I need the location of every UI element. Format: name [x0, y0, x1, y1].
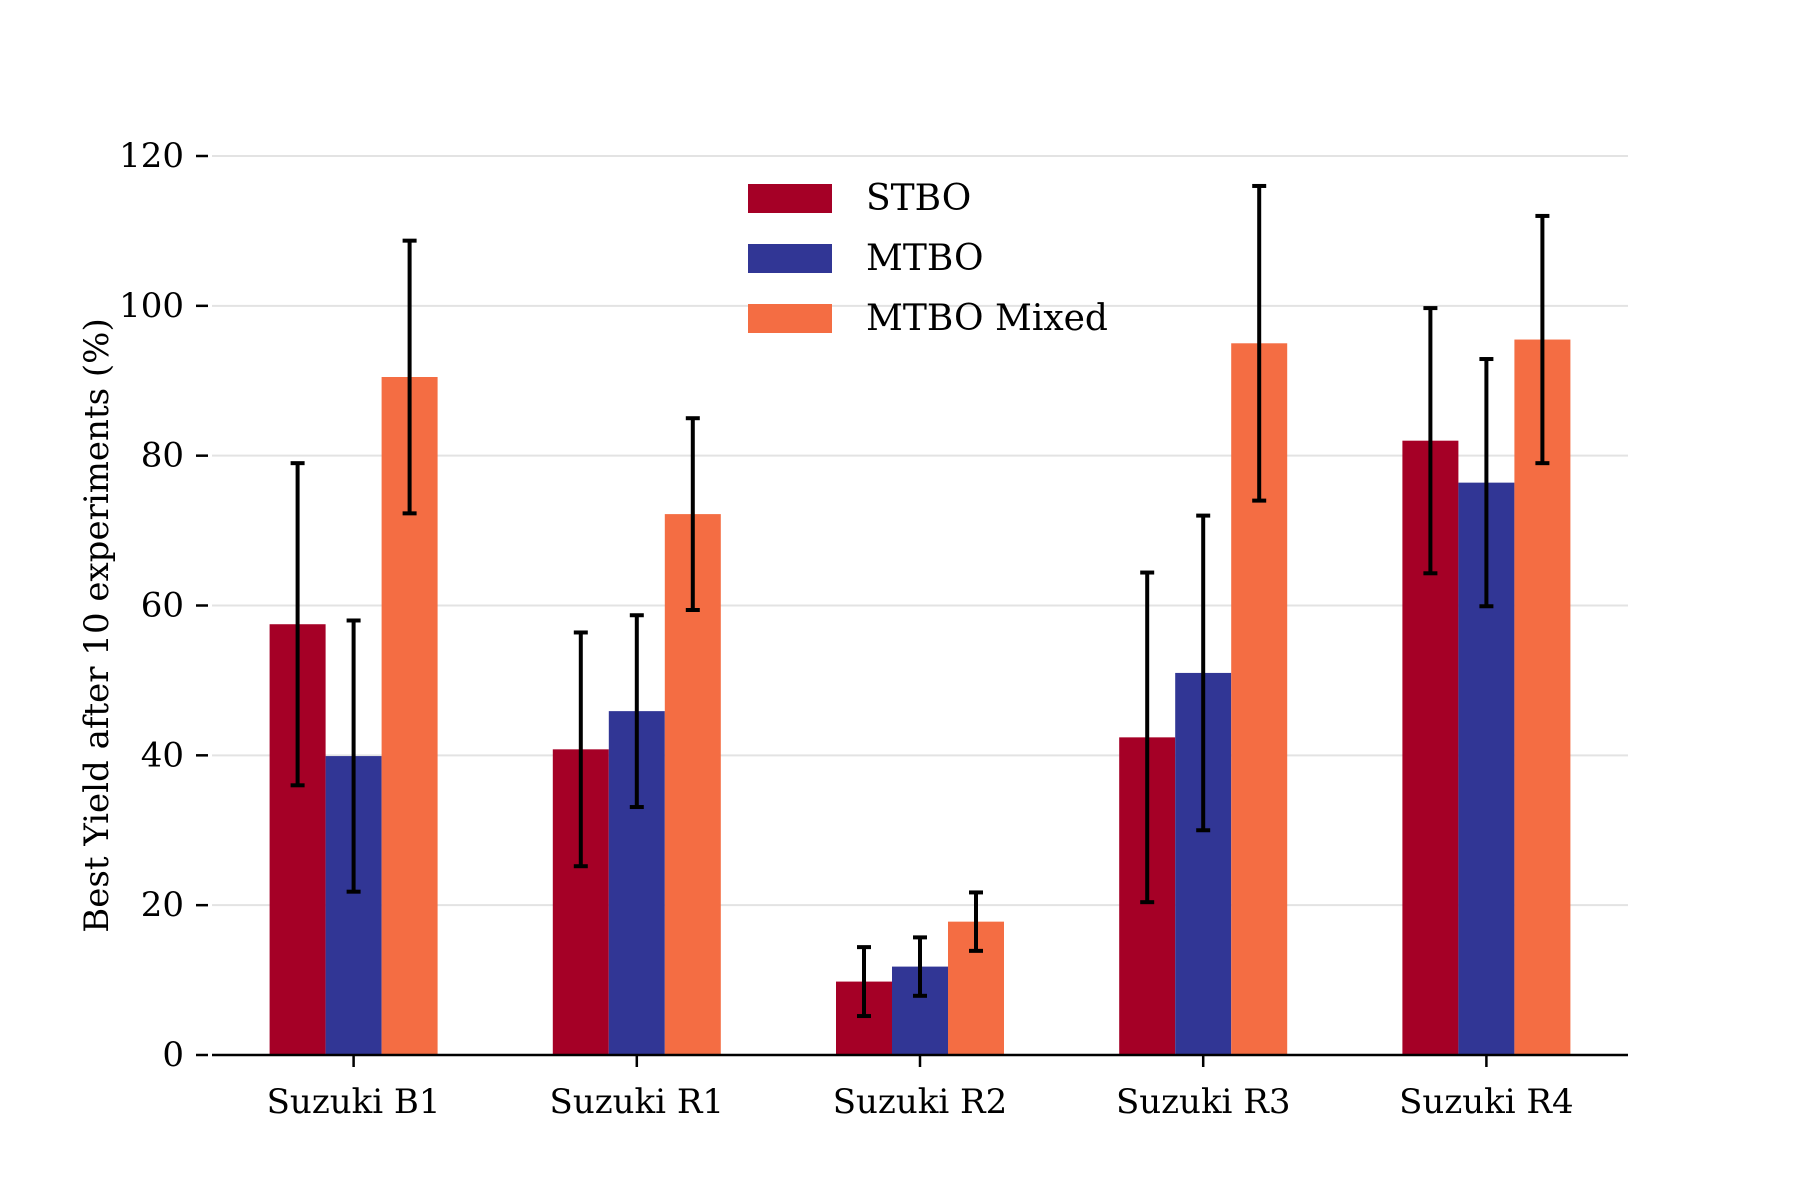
error-bar — [1196, 513, 1211, 833]
legend-label: MTBO — [866, 238, 984, 279]
error-bar — [969, 890, 983, 953]
error-bar — [685, 416, 700, 612]
error-bar — [290, 461, 305, 788]
grid-layer — [212, 155, 1628, 907]
legend-swatch — [748, 304, 832, 333]
error-bar — [913, 935, 927, 998]
error-bar — [402, 238, 417, 516]
error-bar — [857, 945, 871, 1019]
legend-swatch — [748, 244, 832, 273]
error-bar — [1423, 306, 1438, 576]
y-tick-label: 20 — [141, 885, 184, 925]
x-tick-label: Suzuki R3 — [1116, 1082, 1291, 1122]
error-bar — [573, 630, 588, 869]
legend-label: STBO — [866, 178, 971, 219]
legend-label: MTBO Mixed — [866, 298, 1108, 339]
error-bar — [1535, 213, 1550, 466]
error-bar-layer — [290, 183, 1550, 1019]
x-tick-label: Suzuki R4 — [1399, 1082, 1574, 1122]
y-tick-label: 120 — [119, 136, 184, 176]
x-tick-label: Suzuki B1 — [267, 1082, 441, 1122]
bar-layer — [269, 339, 1571, 1056]
error-bar — [1140, 570, 1155, 905]
y-tick-label: 40 — [141, 735, 184, 775]
legend-item: MTBO — [748, 238, 984, 279]
x-tick-label: Suzuki R1 — [550, 1082, 725, 1122]
error-bar — [629, 613, 644, 810]
y-tick-label: 60 — [141, 586, 184, 626]
x-tick-label: Suzuki R2 — [833, 1082, 1008, 1122]
error-bar — [346, 618, 361, 894]
legend: STBO MTBO MTBO Mixed — [748, 178, 1108, 339]
legend-swatch — [748, 184, 832, 213]
error-bar — [1479, 357, 1494, 609]
axis-layer: 0 20 40 60 80 100 120 Suzuki B1 Suzuki R1 Suzuki … — [119, 136, 1628, 1122]
y-tick-label: 0 — [162, 1035, 184, 1075]
legend-item: MTBO Mixed — [748, 298, 1108, 339]
legend-item: STBO — [748, 178, 971, 219]
y-axis-title: Best Yield after 10 experiments (%) — [77, 318, 117, 932]
error-bar — [1252, 183, 1267, 503]
y-tick-label: 100 — [119, 286, 184, 326]
y-tick-label: 80 — [141, 436, 184, 476]
